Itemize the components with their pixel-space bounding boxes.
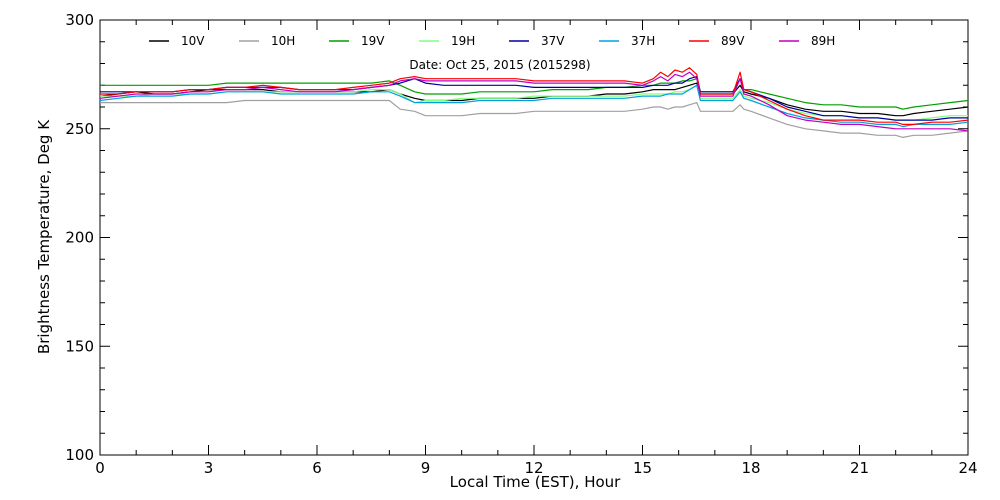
series-lines xyxy=(99,67,969,138)
x-tick-label: 3 xyxy=(204,459,214,477)
series-line-19v xyxy=(100,78,969,110)
legend-label-10h: 10H xyxy=(271,34,295,48)
x-tick-label: 21 xyxy=(850,459,869,477)
x-tick-label: 15 xyxy=(633,459,652,477)
plot-frame xyxy=(99,19,969,456)
x-tick-label: 24 xyxy=(958,459,977,477)
x-tick-label: 12 xyxy=(524,459,543,477)
x-axis-title: Local Time (EST), Hour xyxy=(450,473,621,491)
y-tick-label: 100 xyxy=(65,446,94,464)
x-tick-label: 0 xyxy=(95,459,105,477)
legend-label-19h: 19H xyxy=(451,34,475,48)
y-tick-label: 300 xyxy=(65,11,94,29)
legend-label-19v: 19V xyxy=(361,34,385,48)
x-tick-label: 18 xyxy=(741,459,760,477)
axis-ticks: 0 3 6 9 12 15 18 21 24 100 150 200 250 300 xyxy=(65,11,977,477)
x-tick-label: 6 xyxy=(312,459,322,477)
x-tick-label: 9 xyxy=(421,459,431,477)
legend-label-37h: 37H xyxy=(631,34,655,48)
legend-label-37v: 37V xyxy=(541,34,565,48)
date-annotation: Date: Oct 25, 2015 (2015298) xyxy=(409,58,590,72)
y-tick-label: 150 xyxy=(65,337,94,355)
legend-label-10v: 10V xyxy=(181,34,205,48)
series-line-37v xyxy=(100,75,968,121)
series-line-19h xyxy=(100,84,968,121)
legend-label-89v: 89V xyxy=(721,34,745,48)
legend: 10V 10H 19V 19H 37V 37H 89V 89H xyxy=(149,34,835,48)
legend-label-89h: 89H xyxy=(811,34,835,48)
series-line-89v xyxy=(100,67,969,126)
y-axis-title: Brightness Temperature, Deg K xyxy=(35,119,53,354)
series-line-89h xyxy=(99,71,969,132)
series-line-10h xyxy=(100,99,969,138)
series-line-10v xyxy=(99,82,969,117)
y-tick-label: 200 xyxy=(65,229,94,247)
series-line-37h xyxy=(99,84,969,128)
y-tick-label: 250 xyxy=(65,120,94,138)
